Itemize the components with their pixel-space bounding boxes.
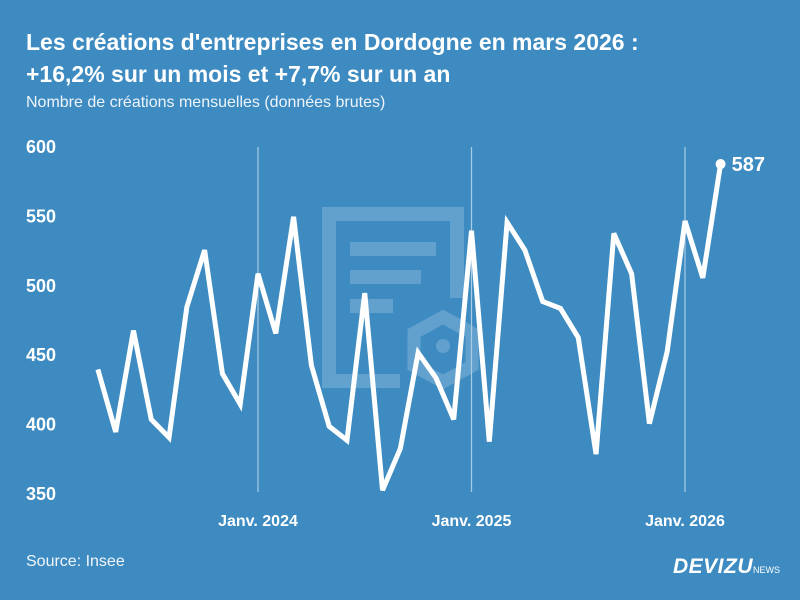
- logo-sub: NEWS: [753, 565, 781, 575]
- y-tick-label: 550: [26, 206, 56, 226]
- last-value-label: 587: [732, 154, 765, 176]
- y-tick-label: 400: [26, 415, 56, 435]
- title-line-2: +16,2% sur un mois et +7,7% sur un an: [26, 61, 451, 87]
- watermark-document-icon: [322, 207, 479, 390]
- y-tick-label: 450: [26, 345, 56, 365]
- x-tick-label: Janv. 2024: [218, 513, 298, 530]
- devizu-logo: DEVIZUNEWS: [673, 555, 780, 579]
- y-tick-label: 350: [26, 484, 56, 504]
- y-tick-label: 500: [26, 276, 56, 296]
- x-tick-label: Janv. 2026: [645, 513, 725, 530]
- series-line: [95, 163, 724, 492]
- last-data-point: [715, 159, 726, 170]
- logo-main: DEVIZU: [673, 555, 754, 578]
- chart-subtitle: Nombre de créations mensuelles (données …: [26, 94, 386, 111]
- x-tick-label: Janv. 2025: [432, 513, 512, 530]
- title-line-1: Les créations d'entreprises en Dordogne …: [26, 29, 639, 55]
- source-note: Source: Insee: [26, 553, 125, 570]
- y-tick-label: 600: [26, 137, 56, 157]
- chart-title: Les créations d'entreprises en Dordogne …: [26, 26, 639, 90]
